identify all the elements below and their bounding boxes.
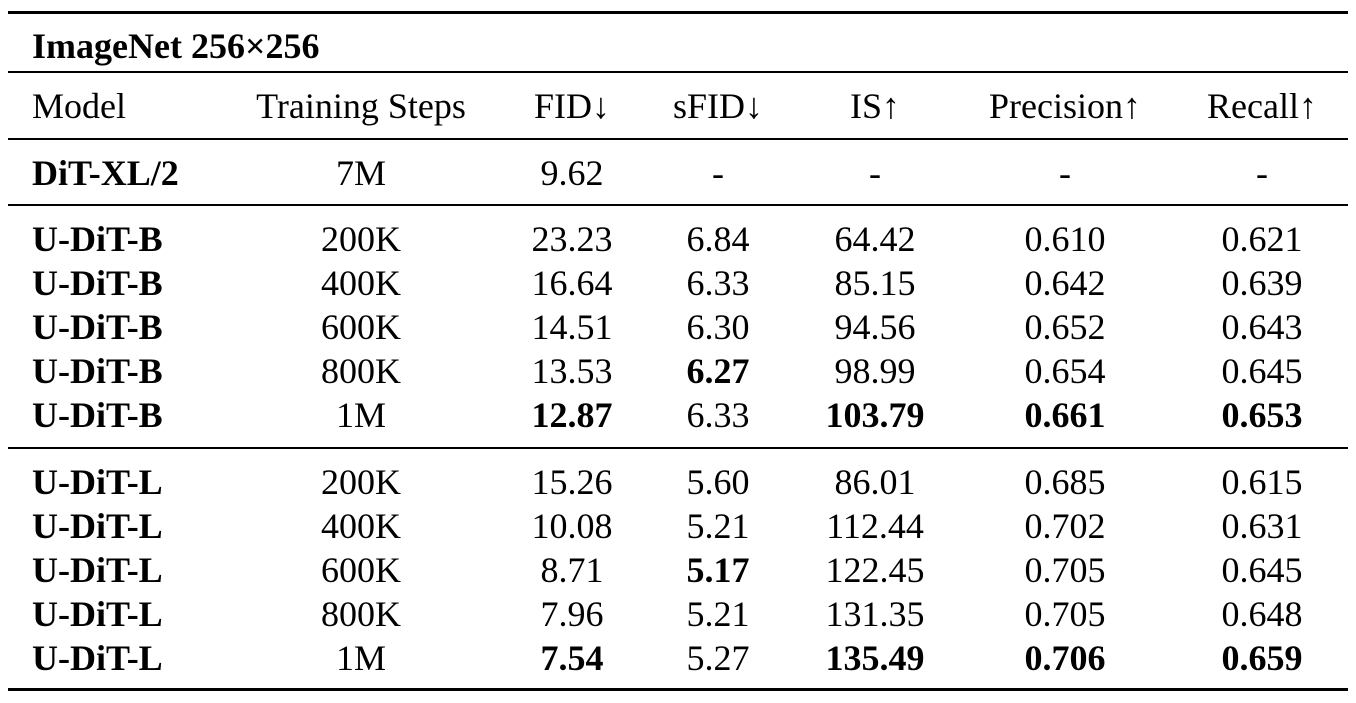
row-model-name: U-DiT-L [32, 506, 163, 546]
table-cell: 200K [321, 462, 401, 502]
column-header: sFID↓ [672, 86, 764, 126]
table-cell: 600K [321, 307, 401, 347]
table-cell: 7M [335, 153, 387, 193]
table-cell: 0.654 [1024, 351, 1106, 391]
table-cell: 200K [321, 219, 401, 259]
table-cell: 103.79 [825, 395, 925, 435]
table-cell: 0.615 [1221, 462, 1303, 502]
table-cell: 7.96 [540, 594, 604, 634]
table-cell: 5.21 [686, 506, 750, 546]
table-cell: 1M [335, 395, 387, 435]
table-cell: 98.99 [834, 351, 916, 391]
title-rule [8, 71, 1348, 73]
table-cell: - [869, 153, 881, 193]
row-model-name: U-DiT-B [32, 351, 163, 391]
row-model-name: U-DiT-L [32, 550, 163, 590]
table-cell: 1M [335, 638, 387, 678]
table-cell: 16.64 [531, 263, 613, 303]
table-cell: 6.30 [686, 307, 750, 347]
bottom-rule [8, 688, 1348, 691]
row-model-name: U-DiT-B [32, 307, 163, 347]
table-cell: 6.84 [686, 219, 750, 259]
table-cell: 0.705 [1024, 594, 1106, 634]
table-cell: - [712, 153, 724, 193]
column-header: Training Steps [256, 86, 466, 126]
group-rule [8, 447, 1348, 449]
table-cell: 0.631 [1221, 506, 1303, 546]
table-cell: 5.60 [686, 462, 750, 502]
table-cell: 5.21 [686, 594, 750, 634]
row-model-name: U-DiT-L [32, 462, 163, 502]
table-cell: 15.26 [531, 462, 613, 502]
table-cell: 6.33 [686, 263, 750, 303]
table-cell: 6.33 [686, 395, 750, 435]
row-model-name: U-DiT-L [32, 638, 163, 678]
table-cell: 122.45 [825, 550, 925, 590]
table-cell: 0.685 [1024, 462, 1106, 502]
table-cell: 0.642 [1024, 263, 1106, 303]
table-cell: 8.71 [540, 550, 604, 590]
row-model-name: U-DiT-B [32, 395, 163, 435]
table-cell: - [1059, 153, 1071, 193]
table-cell: 9.62 [540, 153, 604, 193]
table-cell: 400K [321, 506, 401, 546]
header-rule [8, 138, 1348, 140]
top-rule [8, 11, 1348, 14]
row-model-name: U-DiT-B [32, 219, 163, 259]
table-cell: 800K [321, 594, 401, 634]
table-cell: 0.661 [1024, 395, 1106, 435]
table-cell: 7.54 [540, 638, 604, 678]
table-cell: 0.643 [1221, 307, 1303, 347]
table-cell: 5.27 [686, 638, 750, 678]
row-model-name: U-DiT-L [32, 594, 163, 634]
table-cell: 14.51 [531, 307, 613, 347]
table-cell: 0.706 [1024, 638, 1106, 678]
table-cell: 10.08 [531, 506, 613, 546]
table-cell: 12.87 [531, 395, 613, 435]
table-cell: 0.610 [1024, 219, 1106, 259]
row-model-name: U-DiT-B [32, 263, 163, 303]
table-title: ImageNet 256×256 [32, 26, 320, 66]
table-cell: - [1256, 153, 1268, 193]
table-cell: 0.653 [1221, 395, 1303, 435]
column-header: Model [32, 86, 126, 126]
table-cell: 13.53 [531, 351, 613, 391]
table-cell: 6.27 [686, 351, 750, 391]
table-cell: 800K [321, 351, 401, 391]
table-cell: 0.648 [1221, 594, 1303, 634]
table-cell: 85.15 [834, 263, 916, 303]
group-rule [8, 204, 1348, 206]
table-cell: 5.17 [686, 550, 750, 590]
table-cell: 0.645 [1221, 550, 1303, 590]
column-header: Precision↑ [989, 86, 1141, 126]
table-cell: 112.44 [826, 506, 924, 546]
table-cell: 0.702 [1024, 506, 1106, 546]
table-cell: 0.621 [1221, 219, 1303, 259]
table-cell: 64.42 [834, 219, 916, 259]
table-cell: 600K [321, 550, 401, 590]
column-header: Recall↑ [1207, 86, 1317, 126]
table-cell: 0.659 [1221, 638, 1303, 678]
table-cell: 131.35 [825, 594, 925, 634]
table-cell: 23.23 [531, 219, 613, 259]
table-cell: 0.639 [1221, 263, 1303, 303]
table-cell: 400K [321, 263, 401, 303]
table-cell: 0.652 [1024, 307, 1106, 347]
table-cell: 0.645 [1221, 351, 1303, 391]
table-cell: 94.56 [834, 307, 916, 347]
table-cell: 135.49 [825, 638, 925, 678]
row-model-name: DiT-XL/2 [32, 153, 179, 193]
table-cell: 0.705 [1024, 550, 1106, 590]
table-cell: 86.01 [834, 462, 916, 502]
column-header: IS↑ [849, 86, 901, 126]
column-header: FID↓ [533, 86, 611, 126]
